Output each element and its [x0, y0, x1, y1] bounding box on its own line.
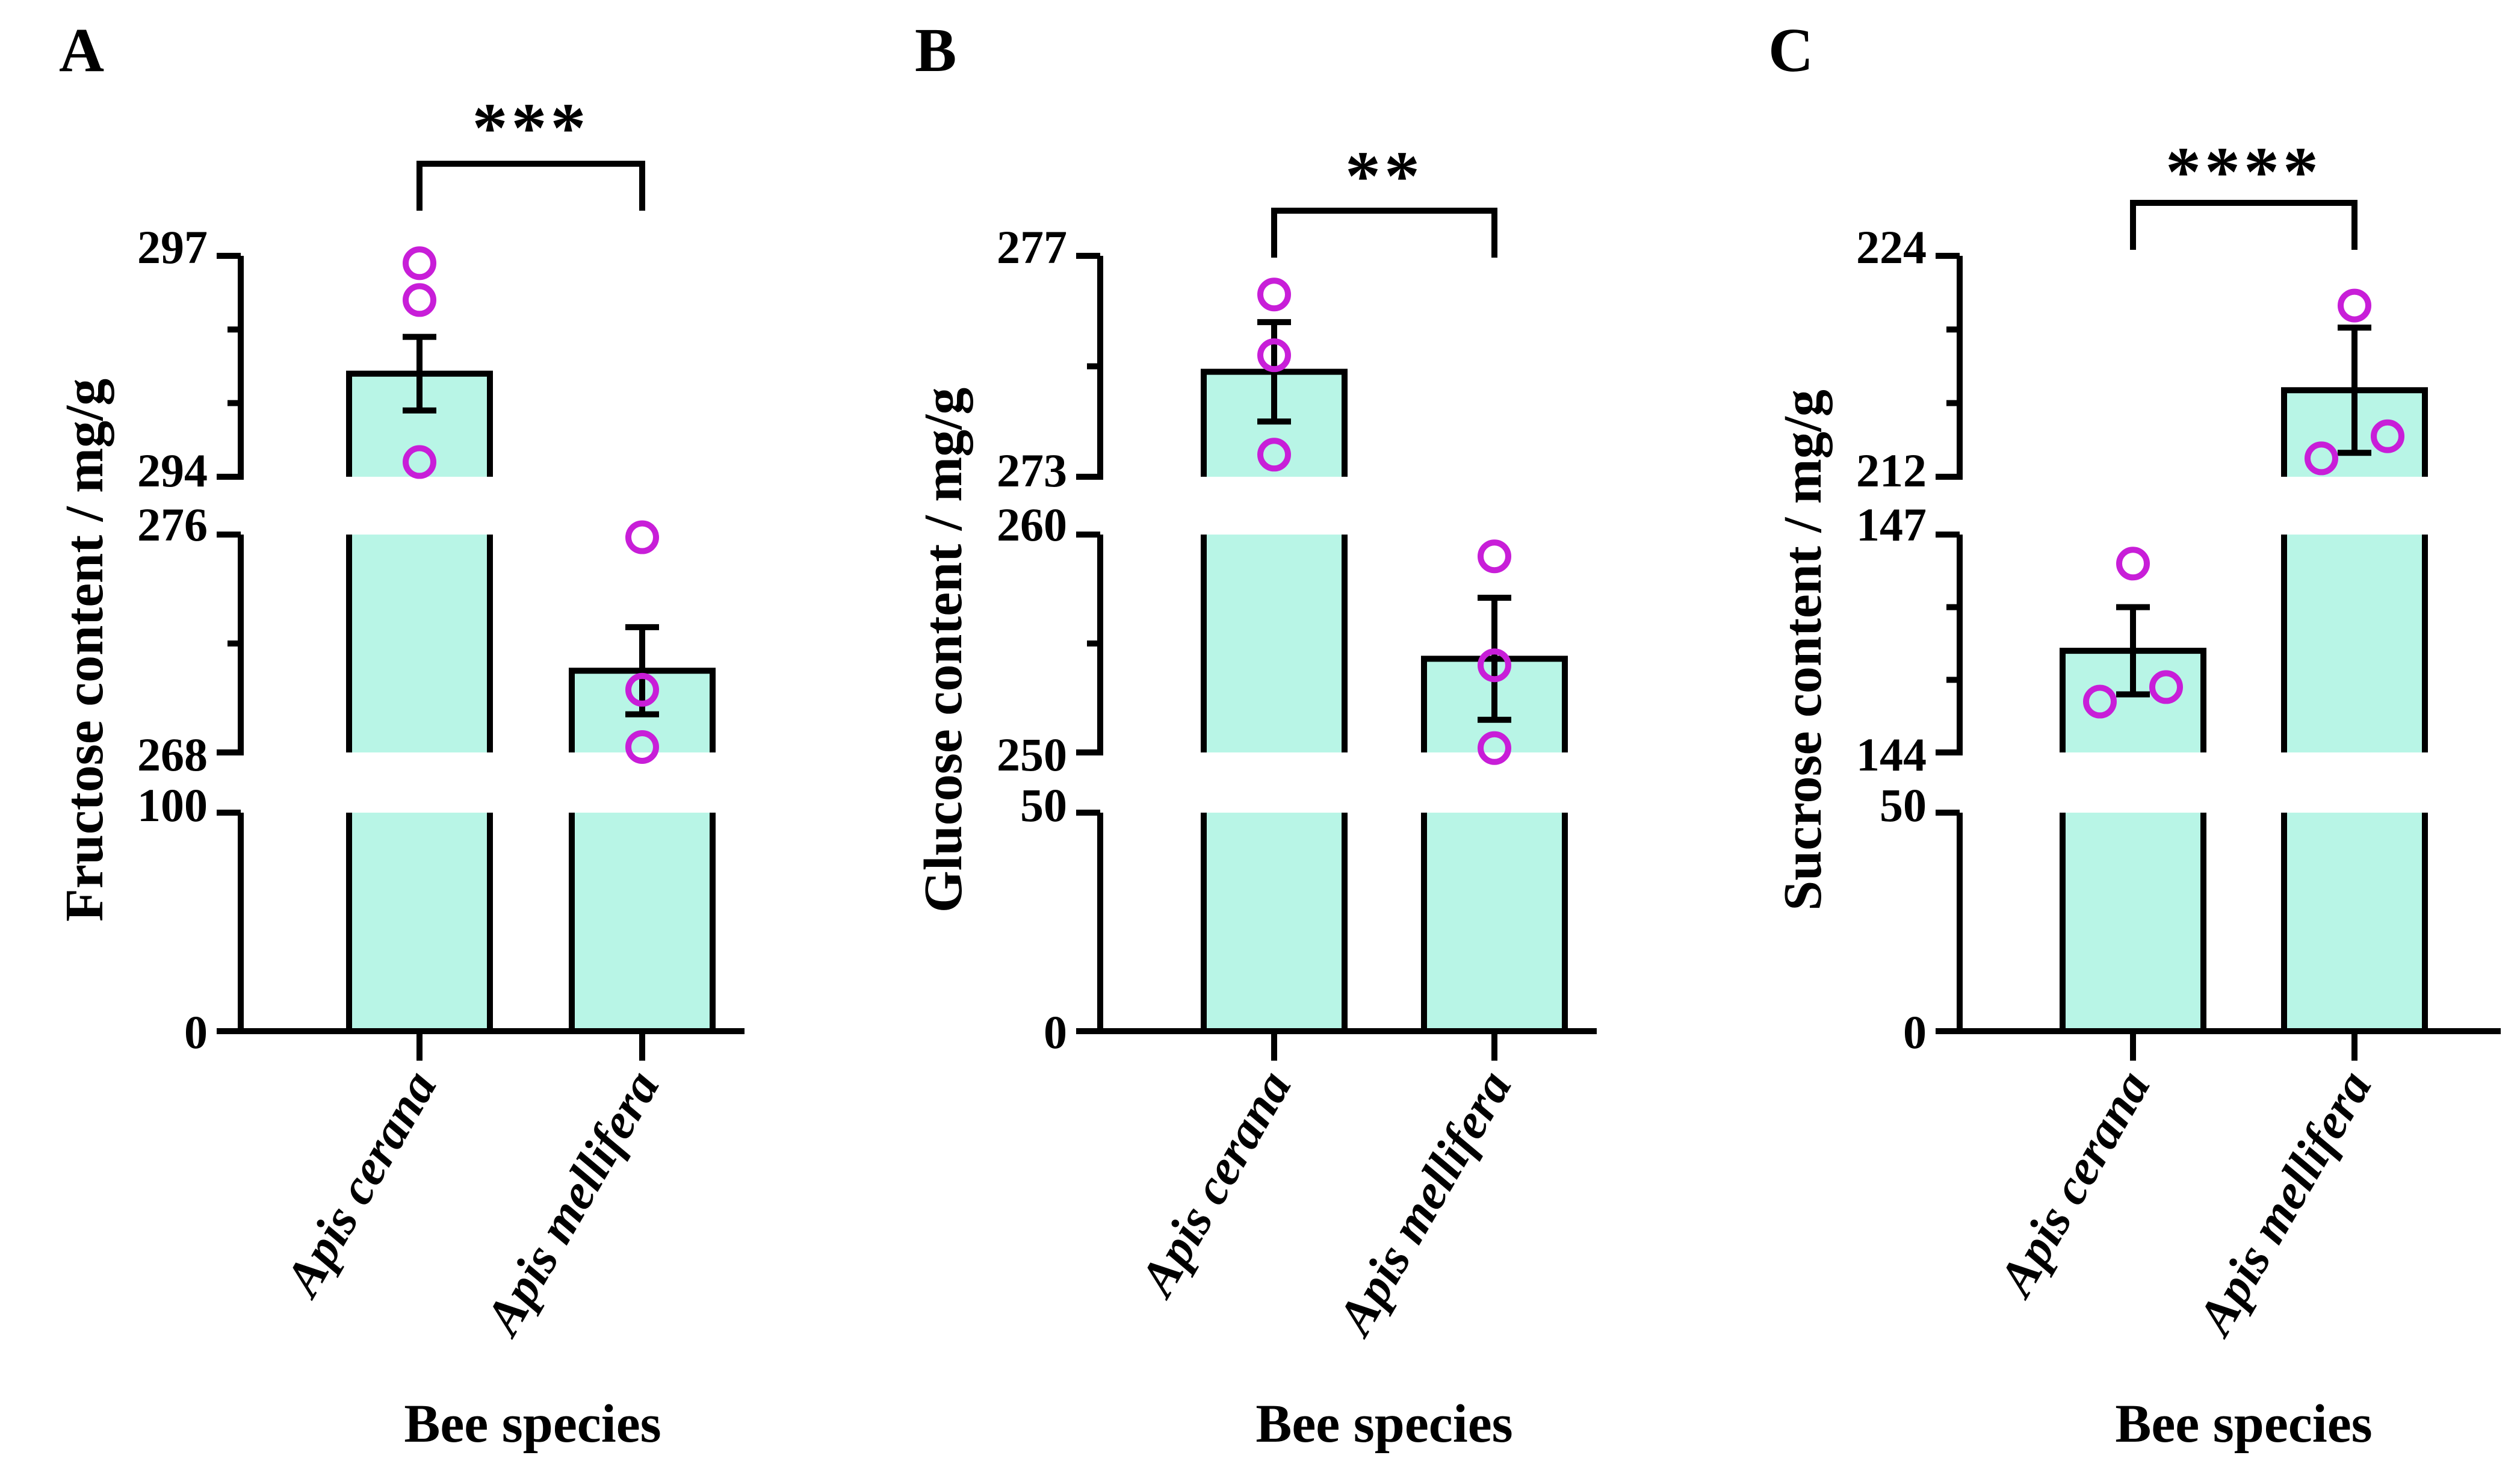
- bar-fill-2-seg2: [2284, 535, 2425, 752]
- data-point: [625, 730, 659, 764]
- data-point: [2371, 419, 2404, 453]
- data-point: [403, 445, 436, 479]
- data-point: [1257, 438, 1291, 472]
- x-axis-title: Bee species: [2115, 1394, 2372, 1454]
- data-point: [1478, 731, 1511, 765]
- category-label: Apis mellifera: [1326, 1061, 1523, 1346]
- bar-fill-1-seg1: [349, 813, 490, 1031]
- bar-fill-2-seg1: [1424, 813, 1565, 1031]
- bar-fill-1-seg2: [1204, 535, 1345, 752]
- panel-letter: B: [915, 16, 956, 85]
- y-tick-label: 268: [137, 728, 208, 781]
- significance-bracket: [2130, 200, 2357, 250]
- data-point: [1478, 539, 1511, 574]
- significance-label: **: [1345, 137, 1423, 216]
- significance-label: ***: [472, 88, 590, 167]
- bar-fill-2-seg1: [2284, 813, 2425, 1031]
- x-axis-title: Bee species: [1255, 1394, 1512, 1454]
- data-point: [1478, 648, 1511, 683]
- x-axis-title: Bee species: [404, 1394, 661, 1454]
- y-tick-label: 277: [997, 221, 1067, 273]
- category-label: Apis cerana: [1987, 1061, 2161, 1307]
- data-point: [1257, 338, 1291, 373]
- y-tick-label: 224: [1856, 221, 1927, 273]
- y-axis-title: Fructose content / mg/g: [55, 379, 114, 922]
- y-tick-label: 273: [997, 444, 1067, 497]
- data-point: [403, 246, 436, 281]
- category-label: Apis mellifera: [474, 1061, 670, 1346]
- significance-label: ****: [2166, 132, 2322, 211]
- panel-letter: C: [1768, 16, 1813, 85]
- bar-fill-1-seg2: [349, 535, 490, 752]
- data-point: [2305, 441, 2338, 476]
- y-tick-label: 144: [1856, 728, 1927, 781]
- y-tick-label: 100: [137, 779, 208, 831]
- bar-fill-1-seg1: [2063, 813, 2203, 1031]
- data-point: [2116, 547, 2150, 581]
- data-point: [625, 672, 659, 707]
- y-tick-label: 0: [1903, 1006, 1927, 1058]
- y-axis-title: Glucose content / mg/g: [914, 388, 973, 913]
- bar-fill-2-seg1: [572, 813, 713, 1031]
- y-tick-label: 276: [137, 498, 208, 551]
- panel-letter: A: [59, 16, 104, 85]
- data-point: [1257, 278, 1291, 312]
- category-label: Apis cerana: [273, 1061, 448, 1307]
- data-point: [2083, 684, 2117, 719]
- bar-fill-1-seg1: [1204, 813, 1345, 1031]
- y-tick-label: 294: [137, 444, 208, 497]
- y-tick-label: 50: [1020, 779, 1067, 831]
- data-point: [2149, 670, 2183, 704]
- y-tick-label: 250: [997, 728, 1067, 781]
- y-tick-label: 147: [1856, 498, 1927, 551]
- data-point: [403, 283, 436, 317]
- y-tick-label: 0: [184, 1006, 208, 1058]
- significance-bracket: [416, 161, 645, 211]
- y-tick-label: 297: [137, 221, 208, 273]
- y-tick-label: 50: [1880, 779, 1927, 831]
- y-axis-title: Sucrose content / mg/g: [1773, 389, 1833, 911]
- y-tick-label: 0: [1044, 1006, 1067, 1058]
- significance-bracket: [1271, 208, 1497, 258]
- data-point: [625, 520, 659, 554]
- data-point: [2338, 288, 2371, 323]
- category-label: Apis cerana: [1128, 1061, 1302, 1307]
- y-tick-label: 260: [997, 498, 1067, 551]
- y-tick-label: 212: [1856, 444, 1927, 497]
- category-label: Apis mellifera: [2186, 1061, 2383, 1346]
